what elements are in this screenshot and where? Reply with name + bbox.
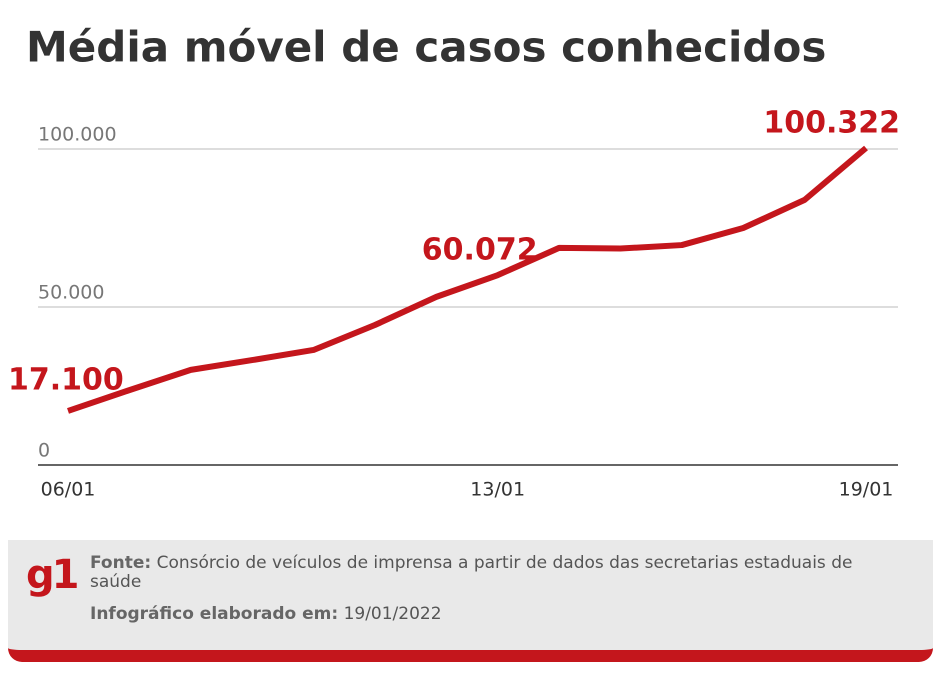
data-label: 17.100 xyxy=(8,362,124,397)
line xyxy=(67,145,868,414)
x-tick-label: 19/01 xyxy=(839,479,894,501)
x-tick-label: 06/01 xyxy=(41,479,96,501)
date: Infográfico elaborado em: 19/01/2022 xyxy=(90,604,442,624)
data-label: 100.322 xyxy=(763,105,900,140)
chart: Média móvel de casos conhecidos 0 50.000 1… xyxy=(8,23,900,501)
logo: g1 xyxy=(26,552,79,598)
x-tick-label: 13/01 xyxy=(470,479,525,501)
footer: g1 Fonte: Consórcio de veículos de impre… xyxy=(8,540,933,662)
source-text: Consórcio de veículos de imprensa a part… xyxy=(90,553,853,592)
y-tick-label: 100.000 xyxy=(38,124,117,146)
date-label: Infográfico elaborado em: xyxy=(90,604,339,624)
y-tick-label: 50.000 xyxy=(38,282,104,304)
source-label: Fonte: xyxy=(90,553,152,573)
date-text: 19/01/2022 xyxy=(343,604,442,624)
chart-title: Média móvel de casos conhecidos xyxy=(26,23,826,72)
data-label: 60.072 xyxy=(422,233,538,268)
y-tick-label: 0 xyxy=(38,440,50,462)
source: Fonte: Consórcio de veículos de imprensa… xyxy=(90,554,870,592)
